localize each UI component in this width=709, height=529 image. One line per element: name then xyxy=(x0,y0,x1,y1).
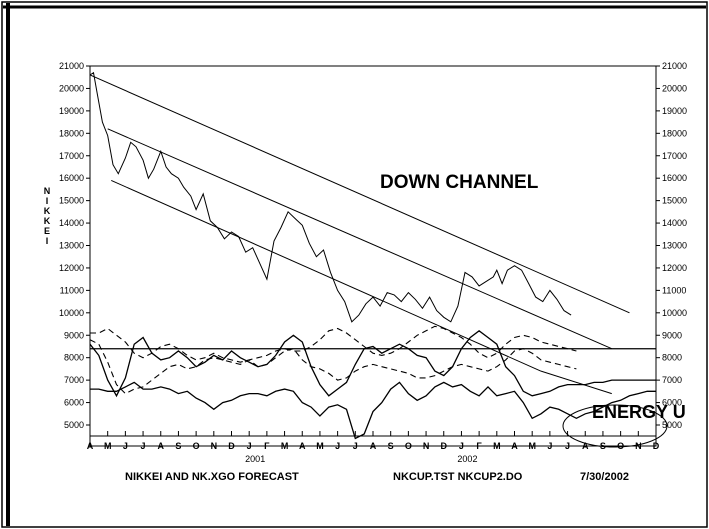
x-tick-label: J xyxy=(565,441,570,451)
y-tick-label-left: 16000 xyxy=(59,173,84,183)
y-tick-label-left: 12000 xyxy=(59,263,84,273)
plot-area xyxy=(89,65,657,447)
x-tick-label: M xyxy=(316,441,324,451)
x-tick-label: J xyxy=(335,441,340,451)
series-line-0 xyxy=(89,71,572,323)
y-axis-label: NIKKEI xyxy=(44,186,51,246)
y-tick-label-left: 7000 xyxy=(64,375,84,385)
x-tick-label: S xyxy=(175,441,181,451)
y-tick-label-left: 8000 xyxy=(64,353,84,363)
x-tick-label: D xyxy=(653,441,660,451)
series-line-1 xyxy=(89,329,656,398)
y-tick-label-right: 9000 xyxy=(662,330,682,340)
x-tick-label: M xyxy=(493,441,501,451)
y-tick-label-right: 18000 xyxy=(662,128,687,138)
y-tick-label-left: 9000 xyxy=(64,330,84,340)
y-tick-label-right: 16000 xyxy=(662,173,687,183)
y-axis-label-letter: K xyxy=(44,206,51,216)
channel-line-lower-channel xyxy=(111,179,542,372)
x-tick-label: D xyxy=(228,441,235,451)
channel-lines xyxy=(89,74,630,395)
y-tick-label-left: 21000 xyxy=(59,61,84,71)
x-tick-label: A xyxy=(158,441,165,451)
y-tick-label-right: 11000 xyxy=(662,285,686,295)
x-tick-label: J xyxy=(353,441,358,451)
x-tick-label: O xyxy=(617,441,624,451)
y-tick-label-right: 20000 xyxy=(662,83,687,93)
x-tick-label: A xyxy=(511,441,518,451)
y-tick-label-left: 6000 xyxy=(64,398,84,408)
x-tick-label: M xyxy=(528,441,536,451)
y-axis-label-letter: E xyxy=(44,226,50,236)
y-axis-label-letter: I xyxy=(46,196,49,206)
y-axis-label-letter: N xyxy=(44,186,51,196)
y-tick-label-right: 8000 xyxy=(662,353,682,363)
x-tick-label: O xyxy=(193,441,200,451)
channel-line-lower-extension xyxy=(540,370,612,395)
x-tick-label: A xyxy=(299,441,306,451)
y-tick-label-right: 6000 xyxy=(662,398,682,408)
y-tick-label-right: 19000 xyxy=(662,106,687,116)
x-tick-label: A xyxy=(370,441,377,451)
series-line-4 xyxy=(90,381,656,440)
footer-right: 7/30/2002 xyxy=(580,471,629,483)
y-tick-label-right: 10000 xyxy=(662,308,687,318)
x-tick-label: O xyxy=(405,441,412,451)
y-tick-label-right: 7000 xyxy=(662,375,682,385)
x-tick-label: J xyxy=(141,441,146,451)
series-line-3 xyxy=(89,339,577,395)
y-tick-label-left: 20000 xyxy=(59,83,84,93)
y-tick-label-left: 5000 xyxy=(64,420,84,430)
x-tick-label: M xyxy=(281,441,289,451)
y-tick-label-left: 15000 xyxy=(59,196,84,206)
y-tick-label-right: 14000 xyxy=(662,218,687,228)
y-axis-label-letter: K xyxy=(44,216,51,226)
x-tick-label: N xyxy=(423,441,430,451)
y-axis-label-letter: I xyxy=(46,236,49,246)
footer-left: NIKKEI AND NK.XGO FORECAST xyxy=(125,471,299,483)
x-tick-label: D xyxy=(441,441,448,451)
series-layer xyxy=(89,71,656,440)
energy-label: ENERGY U xyxy=(592,402,686,422)
y-tick-label-right: 17000 xyxy=(662,151,687,161)
y-tick-label-right: 21000 xyxy=(662,61,687,71)
y-tick-label-left: 11000 xyxy=(60,285,84,295)
x-year-label: 2001 xyxy=(245,454,265,464)
x-tick-label: A xyxy=(87,441,94,451)
x-tick-label: N xyxy=(635,441,642,451)
y-tick-label-left: 10000 xyxy=(59,308,84,318)
y-tick-label-right: 12000 xyxy=(662,263,687,273)
x-tick-label: J xyxy=(123,441,128,451)
x-tick-label: F xyxy=(264,441,270,451)
channel-line-upper-channel xyxy=(89,74,630,314)
y-axis-right: 21000 20000 19000 18000 17000 16000 15000 14000… xyxy=(656,61,687,430)
footer-middle: NKCUP.TST NKCUP2.DO xyxy=(393,471,523,483)
x-tick-label: F xyxy=(476,441,482,451)
x-tick-label: N xyxy=(211,441,218,451)
x-tick-label: J xyxy=(547,441,552,451)
x-tick-label: A xyxy=(582,441,589,451)
y-tick-label-left: 13000 xyxy=(59,241,84,251)
y-axis-left: 21000 20000 19000 18000 17000 16000 15000 14000… xyxy=(59,61,90,430)
x-tick-label: J xyxy=(459,441,464,451)
y-tick-label-left: 17000 xyxy=(59,151,84,161)
series-line-2 xyxy=(90,325,577,363)
x-year-label: 2002 xyxy=(457,454,477,464)
y-tick-label-left: 19000 xyxy=(59,106,84,116)
energy-circle xyxy=(562,404,668,448)
channel-line-middle-channel xyxy=(107,128,612,350)
x-tick-label: S xyxy=(388,441,394,451)
x-tick-label: J xyxy=(247,441,252,451)
y-tick-label-right: 15000 xyxy=(662,196,687,206)
x-tick-label: M xyxy=(104,441,112,451)
down-channel-label: DOWN CHANNEL xyxy=(380,172,539,193)
y-tick-label-right: 5000 xyxy=(662,420,682,430)
y-tick-label-left: 14000 xyxy=(59,218,84,228)
y-tick-label-left: 18000 xyxy=(59,128,84,138)
y-tick-label-right: 13000 xyxy=(662,241,687,251)
